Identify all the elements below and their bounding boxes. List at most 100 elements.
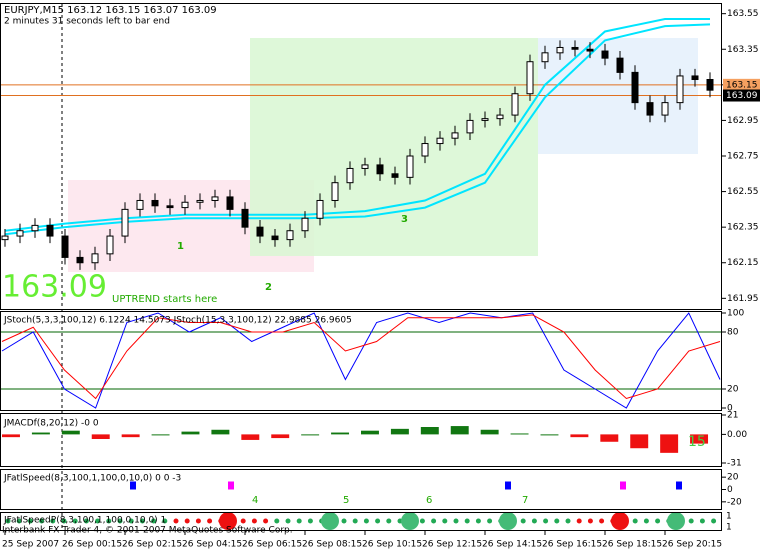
- signal-dot: [543, 518, 549, 524]
- candle-body: [256, 226, 264, 237]
- signal-dot: [711, 518, 717, 524]
- macd-annotation: 15: [688, 434, 706, 450]
- x-tick-label: 26 Sep 06:15: [242, 540, 302, 550]
- price-tag: 163.09: [726, 91, 758, 101]
- signal-dot: [352, 518, 358, 524]
- candle-body: [211, 196, 219, 201]
- signal-dot: [274, 518, 280, 524]
- macd-bar: [31, 432, 50, 435]
- candle-body: [226, 196, 234, 210]
- y-tick-label: 0: [727, 404, 733, 414]
- macd-bar: [181, 431, 200, 435]
- annotation: 1: [177, 241, 184, 252]
- macd-bar: [390, 428, 409, 435]
- annotation: 2: [265, 282, 272, 293]
- y-tick-label: 20: [727, 385, 739, 395]
- x-tick-label: 26 Sep 02:15: [122, 540, 182, 550]
- stoch-line: [1, 312, 721, 409]
- macd-bar: [61, 430, 80, 435]
- fatl-bar: [505, 481, 511, 490]
- signal-dot: [162, 518, 168, 524]
- candle-body: [451, 132, 459, 139]
- candle-body: [631, 71, 639, 104]
- candle-body: [391, 173, 399, 178]
- fatlp-title: JFatlSpeedP(8,3,100,1,100,0,10,0) 1: [3, 516, 166, 526]
- candle-body: [676, 75, 684, 104]
- macd-title: JMACDf(8,20,12) -0 0: [3, 419, 99, 429]
- footer: Interbank FX Trader 4, © 2001-2007 MetaQ…: [2, 526, 293, 536]
- signal-dot: [128, 518, 134, 524]
- price-tag-bg: [723, 89, 760, 102]
- signal-dot: [576, 518, 582, 524]
- candle-body: [76, 256, 84, 264]
- candle-body: [496, 114, 504, 120]
- signal-dot: [363, 518, 369, 524]
- fatl-frame: [0, 469, 722, 510]
- candle-body: [436, 137, 444, 145]
- signal-dot: [184, 518, 190, 524]
- candle-body: [241, 208, 249, 228]
- x-tick-label: 26 Sep 08:15: [302, 540, 362, 550]
- macd-bar: [2, 434, 20, 438]
- candle-body: [331, 182, 339, 201]
- y-tick-label: -20: [727, 497, 742, 507]
- candle-body: [556, 46, 564, 54]
- bar-timer: 2 minutes 31 seconds left to bar end: [4, 17, 170, 27]
- candle-body: [196, 199, 204, 203]
- fatl-bar: [676, 481, 682, 490]
- main-frame: [0, 3, 722, 310]
- fatl-title: JFatlSpeed(8,3,100,1,100,0,10,0) 0 0 -3: [3, 474, 181, 484]
- x-tick-label: 26 Sep 20:15: [662, 540, 722, 550]
- signal-dot: [151, 518, 157, 524]
- macd-bar: [271, 434, 290, 439]
- macd-bar: [121, 434, 140, 438]
- candle-body: [61, 235, 69, 258]
- stoch-frame: [0, 311, 722, 411]
- fatl-annotation: 4: [252, 495, 258, 506]
- fatl-bar: [130, 481, 136, 490]
- stoch-title: JStoch(5,3,3,100,12) 6.1224 14.5073 JSto…: [3, 316, 352, 326]
- macd-bar: [480, 429, 499, 435]
- candle-body: [421, 143, 429, 157]
- signal-dot: [263, 518, 269, 524]
- candle-body: [361, 164, 369, 169]
- macd-bar: [361, 430, 379, 435]
- candle-body: [526, 61, 534, 95]
- signal-dot: [520, 518, 526, 524]
- candle-body: [706, 79, 714, 91]
- signal-dot: [341, 518, 347, 524]
- stoch-line: [1, 314, 721, 400]
- y-tick-label: 163.55: [727, 9, 759, 19]
- candle-body: [406, 155, 414, 178]
- fatl-bar: [620, 481, 626, 490]
- y-tick-label: 80: [727, 328, 739, 338]
- fatlp-frame: [0, 512, 722, 531]
- candle-body: [166, 205, 174, 209]
- signal-dot: [531, 518, 537, 524]
- zone-green: [250, 38, 538, 256]
- candle-body: [316, 199, 324, 219]
- signal-dot: [453, 518, 459, 524]
- plot-layer: [1, 18, 722, 530]
- y-tick-label: 162.35: [727, 223, 759, 233]
- signal-dot: [599, 518, 605, 524]
- signal-dot: [207, 518, 213, 524]
- symbol-header: EURJPY,M15 163.12 163.15 163.07 163.09: [4, 5, 217, 16]
- macd-bar: [211, 429, 230, 435]
- candle-body: [91, 253, 99, 264]
- macd-bar: [301, 434, 320, 436]
- signal-dot: [688, 518, 694, 524]
- x-tick-label: 26 Sep 10:15: [362, 540, 422, 550]
- fatl-annotation: 5: [343, 495, 349, 506]
- signal-dot: [475, 518, 481, 524]
- signal-dot: [195, 518, 201, 524]
- y-tick-label: 162.95: [727, 116, 759, 126]
- y-tick-label: -31: [727, 459, 742, 469]
- y-tick-label: 0: [727, 485, 733, 495]
- y-tick-label: 162.15: [727, 258, 759, 268]
- annotation: 3: [401, 214, 408, 225]
- candle-body: [1, 235, 9, 241]
- signal-dot: [554, 518, 560, 524]
